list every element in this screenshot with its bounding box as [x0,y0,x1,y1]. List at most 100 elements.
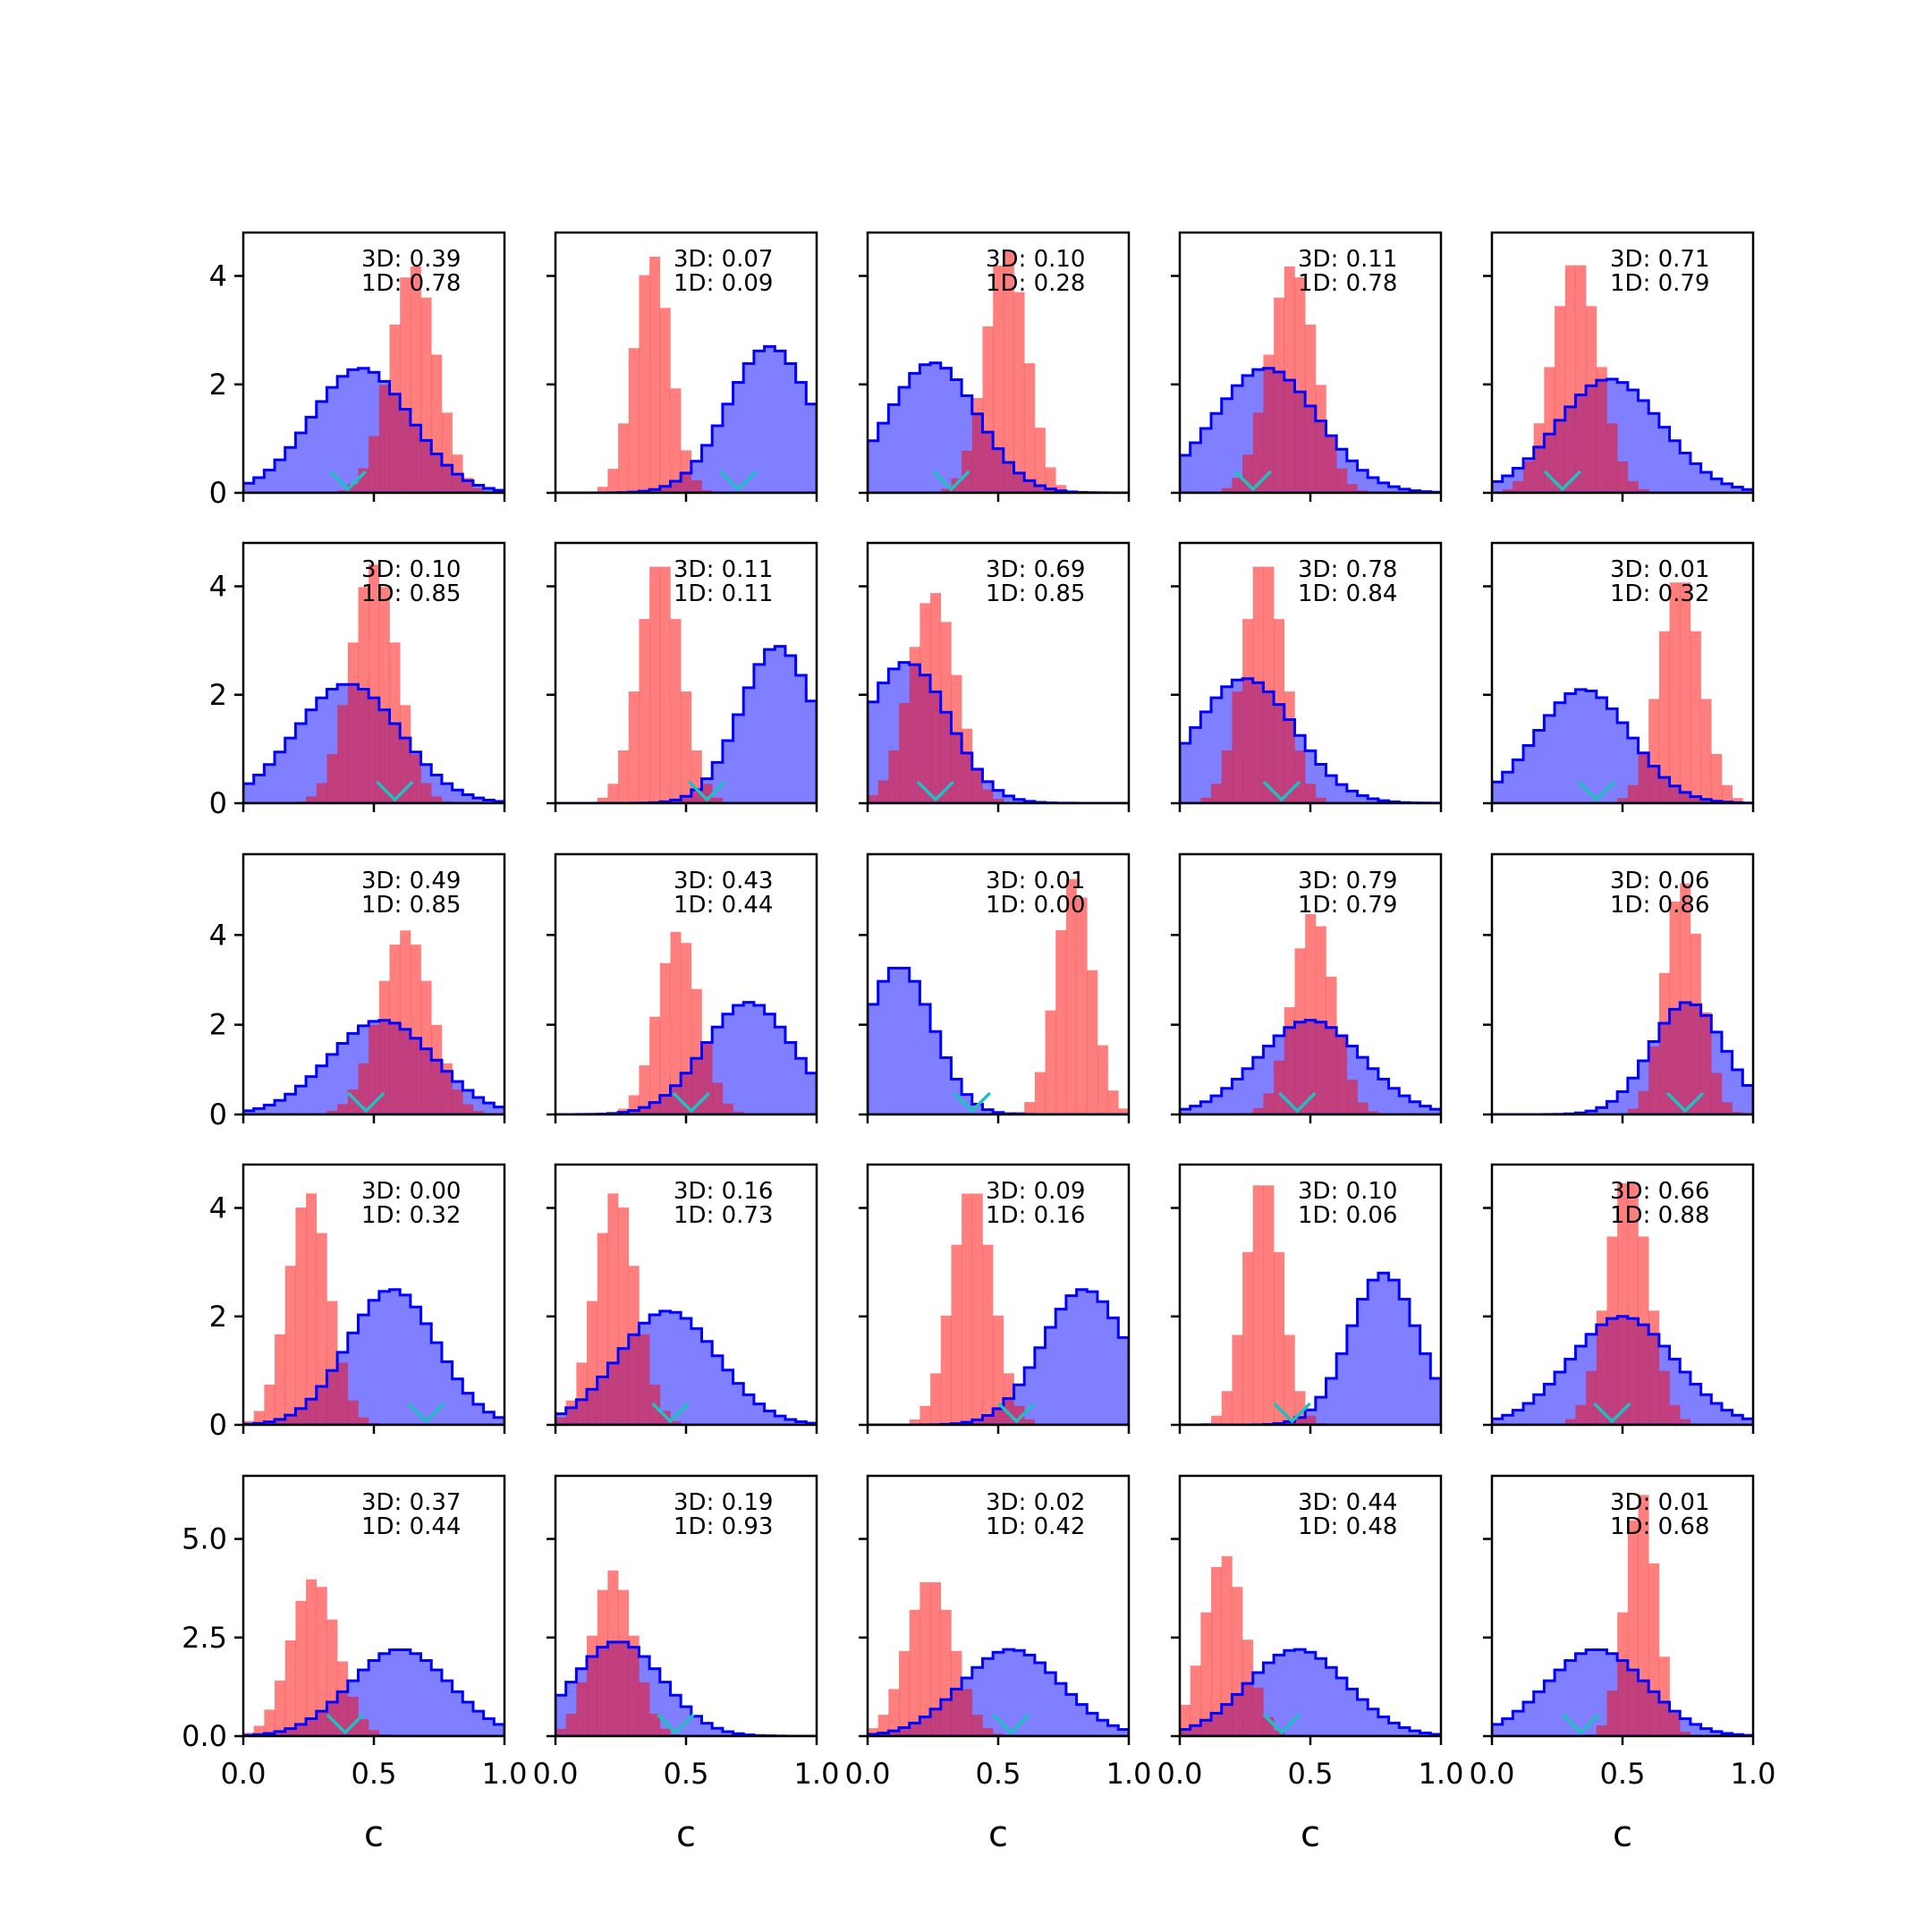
red-histogram-bar [378,385,390,493]
annotation-3d: 3D: 0.11 [1298,246,1397,273]
red-histogram-bar [472,487,484,493]
y-tick-label: 4 [209,570,227,604]
red-histogram-bar [1034,1072,1046,1114]
red-histogram-bar [639,1682,650,1736]
subplot-plot-area [555,1570,817,1736]
red-histogram-bar [670,1420,682,1425]
y-tick-label: 4 [209,1191,227,1225]
red-histogram-bar [1638,1236,1649,1425]
blue-histogram-outline [1180,1648,1441,1736]
red-histogram-bar [1274,1251,1285,1425]
blue-histogram-outline [868,966,1129,1114]
red-histogram-bar [1305,784,1317,803]
annotation-1d: 1D: 0.28 [986,270,1085,297]
red-histogram-bar [347,1400,359,1425]
blue-histogram-outline [243,1019,504,1114]
y-tick-label: 2.5 [182,1621,227,1655]
red-histogram-bar [899,1650,911,1736]
red-histogram-bar [462,478,474,493]
blue-histogram-fill [1180,1273,1441,1425]
red-histogram-bar [1013,292,1025,493]
red-histogram-bar [919,603,931,803]
red-histogram-bar [1586,1370,1597,1425]
estimate-marker [1665,1091,1705,1114]
annotation-3d: 3D: 0.10 [361,556,461,583]
red-histogram-bar [877,1715,889,1736]
x-tick-label: 0.0 [845,1757,891,1791]
red-histogram-bar [701,784,713,803]
red-histogram-bar [1617,798,1629,803]
red-histogram-bar [659,962,671,1114]
red-histogram-bar [587,1301,598,1425]
red-histogram-bar [1221,487,1233,493]
annotation-1d: 1D: 0.68 [1610,1513,1709,1540]
x-tick-label: 1.0 [482,1757,528,1791]
red-histogram-bar [607,1193,619,1425]
red-histogram-bar [326,1619,338,1736]
red-histogram-bar [1711,1072,1723,1114]
red-histogram-bar [1294,1391,1306,1425]
estimate-marker [997,1402,1036,1424]
annotation-1d: 1D: 0.93 [674,1513,773,1540]
red-histogram-bar [597,487,608,493]
red-histogram-bar [1638,753,1649,803]
red-histogram-bar [982,1728,994,1736]
red-histogram-bar [681,450,692,493]
blue-histogram-outline [1492,1315,1753,1425]
red-histogram-bar [1232,691,1243,803]
red-histogram-bar [1669,582,1681,803]
red-histogram-bar [1627,480,1639,493]
annotation-1d: 1D: 0.84 [1298,580,1397,607]
x-axis-label: c [1613,1814,1632,1855]
red-histogram-bar [1638,1495,1649,1736]
red-histogram-bar [1284,691,1295,803]
subplot-plot-area [555,1193,817,1425]
red-histogram-bar [919,1405,931,1425]
red-histogram-bar [1107,1090,1119,1114]
estimate-marker [1278,1091,1317,1114]
red-histogram-bar [607,1570,619,1736]
red-histogram-bar [441,412,453,493]
estimate-marker [657,1713,695,1735]
red-histogram-bar [1658,1370,1670,1425]
red-histogram-bar [378,980,390,1114]
red-histogram-bar [1305,324,1317,493]
subplot-plot-area [1492,1495,1753,1736]
blue-histogram-outline [868,1648,1129,1736]
red-histogram-bar [431,354,443,493]
annotation-3d: 3D: 0.10 [986,246,1085,273]
red-histogram-bar [1305,1415,1317,1425]
annotation-3d: 3D: 0.19 [674,1489,773,1516]
estimate-marker [1262,780,1301,802]
red-histogram-bar [1013,1405,1025,1425]
red-histogram-bar [1346,484,1358,493]
red-histogram-bar [712,1082,724,1114]
red-histogram-bar [1190,1665,1201,1736]
red-histogram-bar [607,469,619,493]
red-histogram-bar [400,930,411,1114]
red-histogram-bar [691,750,702,803]
red-histogram-bar [1242,1251,1254,1425]
annotation-1d: 1D: 0.73 [674,1202,773,1229]
annotation-1d: 1D: 0.44 [361,1513,461,1540]
y-tick-label: 2 [209,678,227,712]
red-histogram-bar [982,1244,994,1425]
red-histogram-bar [431,1024,443,1114]
blue-histogram-outline [243,1288,504,1425]
red-histogram-bar [326,754,338,803]
red-histogram-bar [337,705,349,803]
red-histogram-bar [649,566,661,803]
subplot-plot-area [1180,566,1441,803]
subplot-plot-area [1492,1182,1753,1425]
red-histogram-bar [628,691,640,803]
estimate-marker [1262,1713,1301,1735]
red-histogram-bar [1252,412,1264,493]
